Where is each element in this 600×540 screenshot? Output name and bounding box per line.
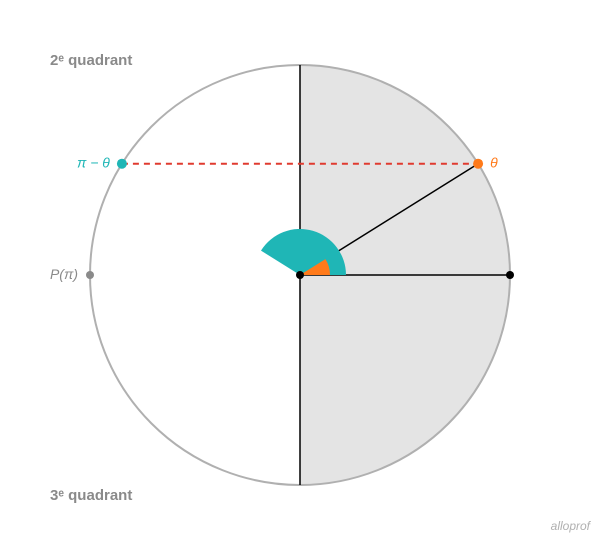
- label-pi-minus-theta: π − θ: [77, 155, 110, 171]
- label-ppi: P(π): [50, 266, 78, 282]
- label-q2: 2ᵉ quadrant: [50, 52, 132, 69]
- watermark: alloprof: [551, 519, 592, 533]
- point-pi-minus-theta: [117, 159, 127, 169]
- label-q3: 3ᵉ quadrant: [50, 487, 132, 504]
- center-point: [296, 271, 304, 279]
- point-p0: [506, 271, 514, 279]
- point-theta: [473, 159, 483, 169]
- label-theta: θ: [490, 155, 498, 171]
- point-ppi: [86, 271, 94, 279]
